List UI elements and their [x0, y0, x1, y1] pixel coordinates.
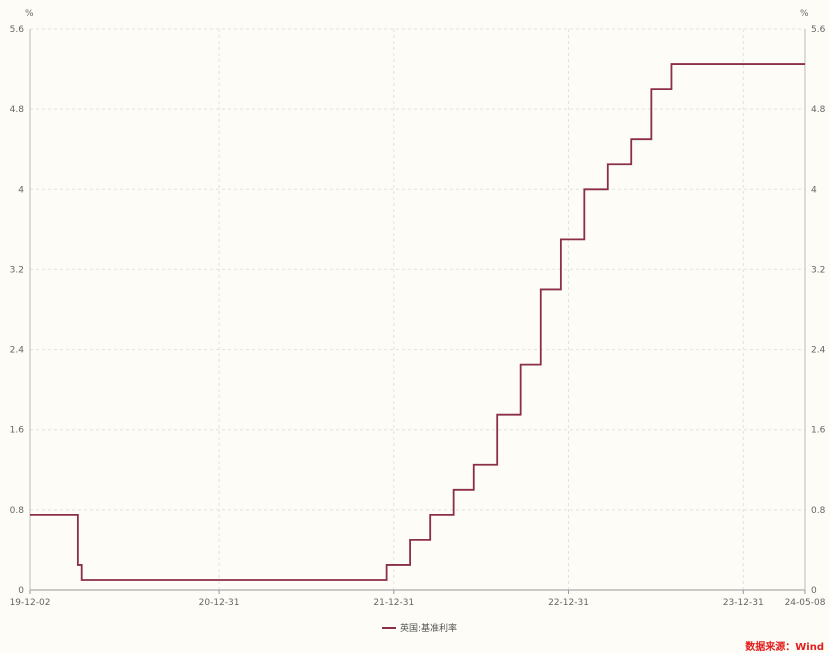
x-tick-label: 24-05-08 — [785, 598, 826, 608]
y-tick-label-right: 2.4 — [811, 346, 826, 356]
axes — [29, 29, 806, 594]
y-tick-label-left: 0.8 — [10, 506, 25, 516]
series-layer — [30, 63, 805, 581]
series-line-uk-bank-rate — [30, 63, 805, 581]
right-unit-label: % — [800, 9, 809, 19]
left-unit-label: % — [25, 9, 34, 19]
tick-labels: 0 0 0.8 0.8 1.6 1.6 2.4 2.4 3.2 3.2 4 4 4.8 4.8 5.6 5.6… — [10, 25, 826, 608]
y-tick-label-left: 3.2 — [10, 265, 24, 275]
x-tick-label: 20-12-31 — [199, 598, 240, 608]
x-tick-label: 21-12-31 — [373, 598, 414, 608]
legend[interactable]: 英国:基准利率 — [382, 621, 457, 634]
y-tick-label-right: 4.8 — [811, 105, 826, 115]
y-tick-label-left: 2.4 — [10, 346, 25, 356]
y-tick-label-left: 1.6 — [10, 426, 25, 436]
data-source-note: 数据来源：Wind — [745, 642, 824, 653]
y-tick-label-right: 1.6 — [811, 426, 826, 436]
y-tick-label-left: 5.6 — [10, 25, 25, 35]
y-tick-label-right: 3.2 — [811, 265, 825, 275]
x-tick-label: 19-12-02 — [10, 598, 51, 608]
x-tick-label: 22-12-31 — [548, 598, 589, 608]
grid — [30, 28, 805, 590]
y-tick-label-right: 4 — [811, 185, 817, 195]
legend-swatch — [382, 626, 396, 629]
y-tick-label-right: 0.8 — [811, 506, 826, 516]
y-tick-label-left: 0 — [18, 586, 24, 596]
y-tick-label-right: 5.6 — [811, 25, 826, 35]
y-tick-label-right: 0 — [811, 586, 817, 596]
y-tick-label-left: 4 — [18, 185, 24, 195]
x-tick-label: 23-12-31 — [723, 598, 764, 608]
legend-label: 英国:基准利率 — [400, 624, 458, 634]
y-tick-label-left: 4.8 — [10, 105, 25, 115]
